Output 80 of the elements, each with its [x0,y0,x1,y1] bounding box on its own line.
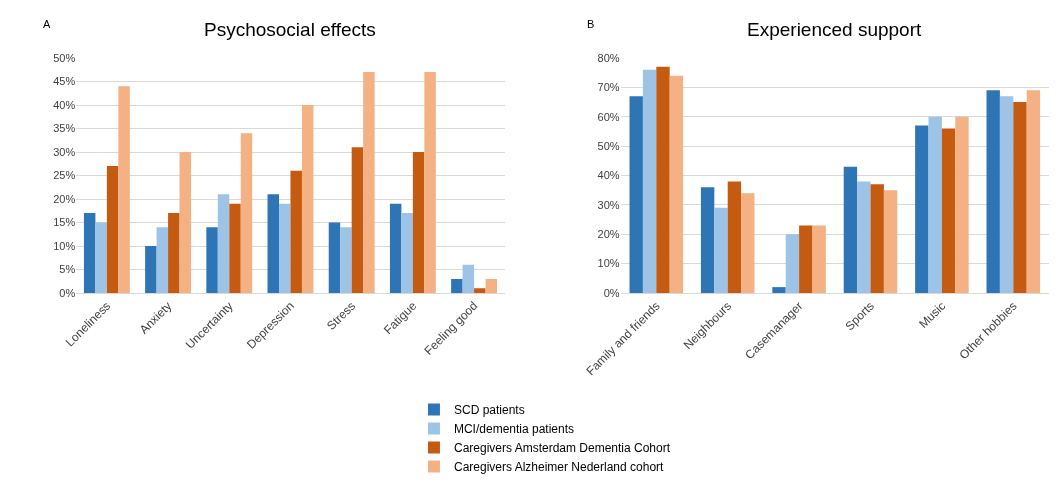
bar [999,96,1014,293]
bar [451,278,463,293]
bar [843,166,858,293]
bar [941,128,956,293]
y-tick-label: 40% [53,98,76,111]
bar [290,170,302,293]
bar [928,116,942,293]
y-tick-label: 15% [53,216,76,229]
legend-label: MCI/dementia patients [453,422,575,437]
bar [351,147,364,293]
bar [424,72,436,293]
y-tick-label: 70% [597,81,620,94]
y-tick-label: 10% [597,257,620,270]
bar [474,288,486,293]
bar [915,125,929,293]
bar [267,194,279,293]
y-tick-label: 0% [603,286,620,299]
bar [118,86,130,293]
text: B [587,18,595,30]
bar [772,287,786,293]
bar [883,190,898,293]
bar [642,69,657,293]
y-tick-label: 50% [597,139,620,152]
bar [700,187,715,293]
bar [485,278,498,293]
y-tick-label: 45% [53,75,76,88]
y-tick-label: 80% [597,51,620,64]
bar [741,193,755,293]
y-tick-label: 20% [597,228,620,241]
y-tick-label: 10% [53,239,76,252]
bar [986,90,1000,293]
bar [363,72,375,293]
bar [955,116,969,293]
bar [106,166,119,293]
bar [714,207,728,293]
bar [812,225,826,293]
legend-label: Caregivers Amsterdam Dementia Cohort [453,441,671,456]
y-tick-label: 5% [59,263,76,276]
bar [656,66,670,293]
bar [229,203,241,293]
bar [727,181,742,293]
bar [401,213,413,293]
bar [389,203,402,293]
bar [145,246,157,293]
bar [462,264,475,293]
bar [857,181,871,293]
legend-label: SCD patients [453,403,525,418]
y-tick-label: 20% [53,192,76,205]
bar [206,227,218,293]
bar [156,227,169,293]
bar [785,234,800,293]
y-tick-label: 35% [53,122,76,135]
bar [629,96,643,293]
bar [179,152,192,293]
bar [83,213,96,293]
bar [412,152,425,293]
chart-title: Experienced support [747,19,922,40]
bar [95,222,107,293]
y-tick-label: 30% [53,145,76,158]
bar [870,184,884,293]
bar [669,75,684,293]
y-tick-label: 30% [597,198,620,211]
y-tick-label: 60% [597,110,620,123]
text: A [43,18,51,30]
bar [799,225,813,293]
y-tick-label: 50% [53,51,76,64]
bar [328,222,341,293]
bar [301,105,314,293]
bar [1026,90,1041,293]
y-tick-label: 25% [53,169,76,182]
bar [217,194,230,293]
bar [279,203,291,293]
legend-label: Caregivers Alzheimer Nederland cohort [453,460,665,475]
y-tick-label: 40% [597,169,620,182]
chart-title: Psychosocial effects [204,19,376,40]
bar [168,213,180,293]
bar [340,227,352,293]
y-tick-label: 0% [59,286,76,299]
bar [240,133,253,293]
bar [1013,102,1027,293]
